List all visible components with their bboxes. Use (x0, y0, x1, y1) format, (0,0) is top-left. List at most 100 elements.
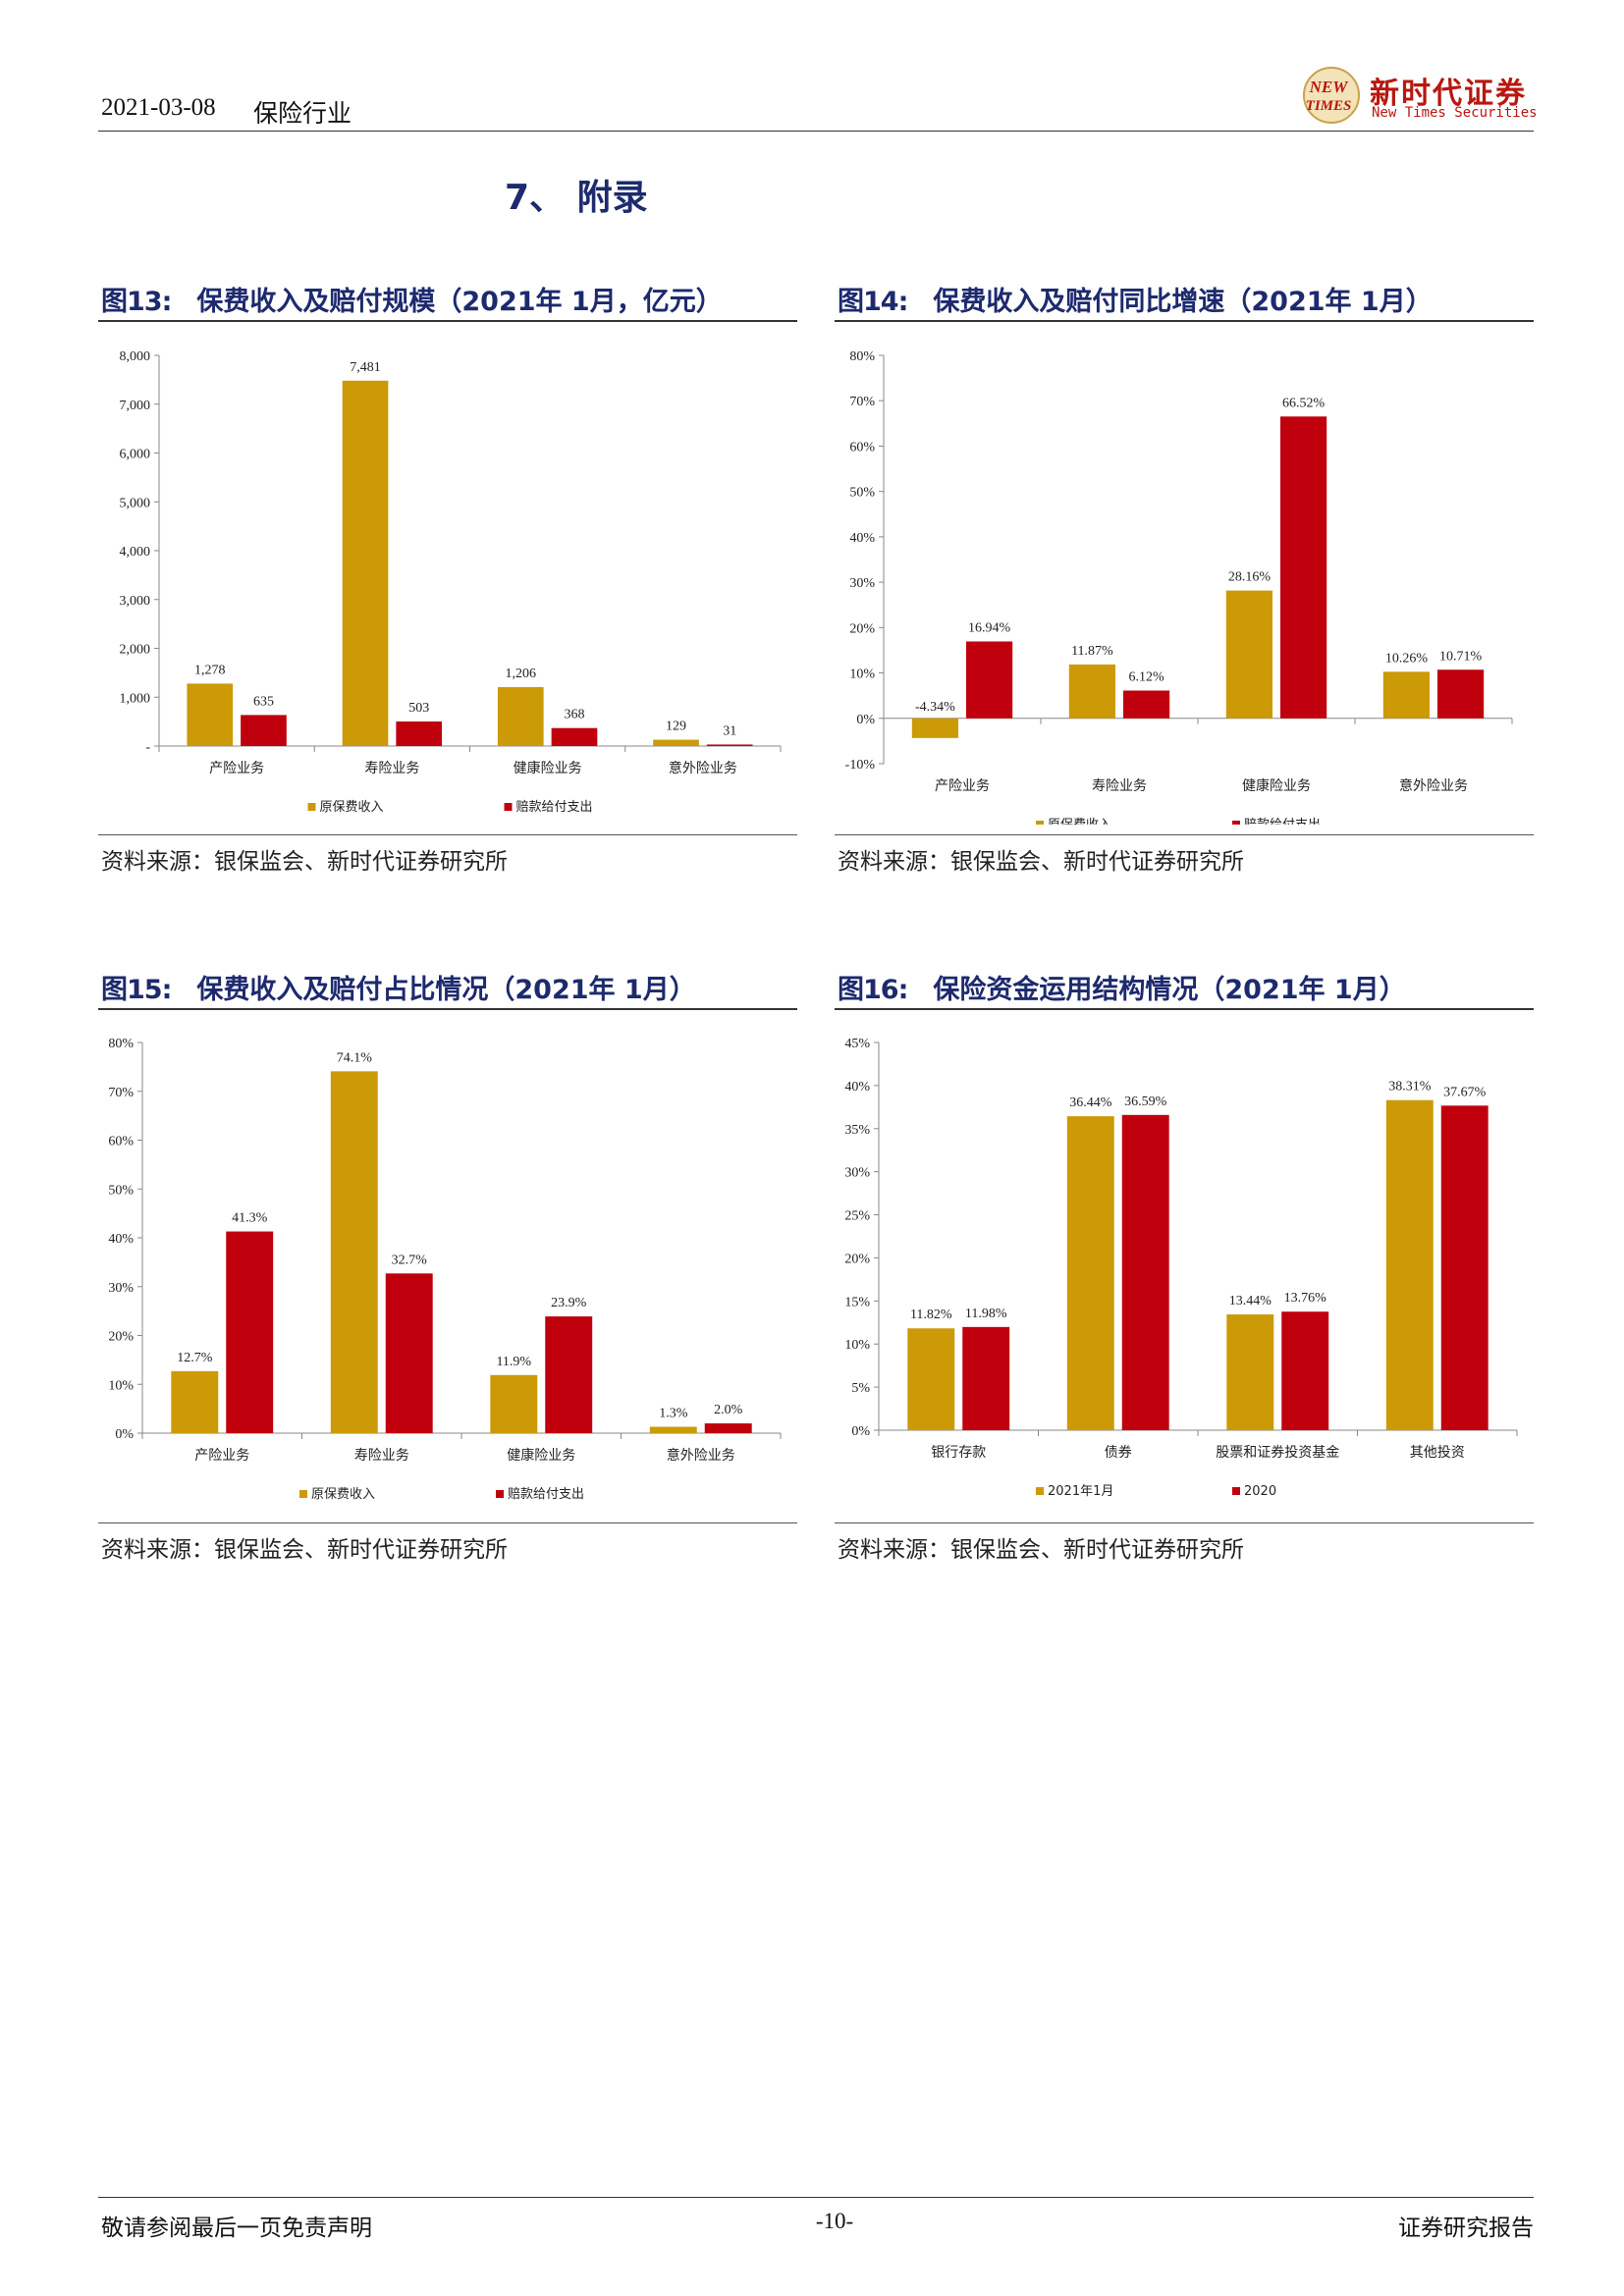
figure-15-chart: 0% 10% 20% 30% 40% 50% 60% 70% 80% 12.7% 41.3% 产险业务… (108, 1037, 782, 1502)
data-label: 74.1% (337, 1050, 373, 1065)
data-label: 1.3% (659, 1407, 688, 1421)
legend-label: 2020 (1244, 1484, 1276, 1499)
figure-16-caption: 保险资金运用结构情况（2021年 1月） (933, 975, 1406, 1005)
y-tick-label: 60% (849, 440, 875, 454)
bar-series-1 (497, 687, 544, 746)
legend-label: 原保费收入 (311, 1487, 375, 1502)
data-label: -4.34% (915, 700, 955, 715)
bar-series-1 (911, 718, 958, 738)
legend-swatch (504, 803, 513, 811)
bar-series-2 (1123, 690, 1170, 719)
disclaimer-note: 敬请参阅最后一页免责声明 (101, 2216, 372, 2241)
bar-series-1 (1382, 671, 1430, 719)
bar-series-2 (1121, 1114, 1169, 1430)
legend-label: 原保费收入 (1048, 818, 1111, 825)
legend-label: 2021年1月 (1048, 1484, 1113, 1499)
bar-series-1 (187, 683, 234, 746)
figure-13-bottom-rule (98, 834, 797, 835)
figure-15-top-rule (98, 1008, 797, 1010)
category-label: 产险业务 (935, 778, 990, 794)
y-tick-label: - (145, 740, 150, 755)
bar-series-1 (1225, 590, 1272, 719)
data-label: 368 (564, 708, 584, 722)
legend-label: 赔款给付支出 (516, 800, 593, 815)
data-label: 41.3% (232, 1211, 268, 1226)
legend-label: 原保费收入 (320, 800, 384, 815)
legend-swatch (1232, 821, 1240, 825)
data-label: 13.76% (1284, 1291, 1327, 1306)
industry-label: 保险行业 (253, 99, 352, 128)
bar-series-2 (1280, 416, 1327, 719)
legend-swatch (1232, 1487, 1240, 1495)
report-type: 证券研究报告 (1398, 2216, 1534, 2241)
brand-name-cn: 新时代证券 (1370, 77, 1527, 111)
y-tick-label: 60% (108, 1135, 134, 1149)
figure-13-top-rule (98, 320, 797, 322)
figure-16-source: 资料来源：银保监会、新时代证券研究所 (838, 1537, 1244, 1563)
data-label: 28.16% (1228, 570, 1272, 585)
category-label: 产险业务 (194, 1448, 249, 1464)
data-label: 11.87% (1071, 644, 1113, 659)
figure-14-title: 图14: 保费收入及赔付同比增速（2021年 1月） (838, 280, 1433, 318)
category-label: 意外险业务 (1399, 777, 1468, 794)
y-tick-label: 0% (115, 1427, 134, 1442)
bar-series-2 (396, 721, 443, 746)
legend-label: 赔款给付支出 (508, 1487, 584, 1502)
bar-series-1 (1066, 1116, 1114, 1430)
data-label: 36.59% (1124, 1095, 1167, 1109)
data-label: 129 (666, 720, 686, 734)
header-divider (98, 131, 1534, 132)
bar-series-2 (545, 1316, 593, 1433)
y-tick-label: 50% (108, 1183, 134, 1198)
figure-15-bottom-rule (98, 1522, 797, 1523)
figure-13-number: 图13: (101, 287, 172, 317)
figure-14-bottom-rule (835, 834, 1534, 835)
data-label: 11.98% (965, 1307, 1007, 1321)
data-label: 7,481 (350, 360, 381, 375)
figure-14-chart: -10% 0% 10% 20% 30% 40% 50% 60% 70% 80% -4.34% 16.9… (845, 349, 1513, 825)
figure-14-top-rule (835, 320, 1534, 322)
legend-label: 赔款给付支出 (1244, 818, 1321, 825)
data-label: 1,206 (506, 667, 537, 681)
data-label: 37.67% (1443, 1085, 1487, 1099)
report-date: 2021-03-08 (101, 94, 216, 121)
data-label: 36.44% (1069, 1095, 1112, 1110)
logo-text-new: NEW (1309, 78, 1350, 96)
figure-14-source: 资料来源：银保监会、新时代证券研究所 (838, 849, 1244, 875)
figure-15-source: 资料来源：银保监会、新时代证券研究所 (101, 1537, 508, 1563)
figure-16-chart: 0% 5% 10% 15% 20% 25% 30% 35% 40% 45% 11.82% 11.98%… (844, 1037, 1518, 1499)
data-label: 66.52% (1282, 396, 1326, 410)
legend-swatch (1036, 821, 1044, 825)
figure-16-bottom-rule (835, 1522, 1534, 1523)
bar-series-2 (226, 1231, 274, 1433)
y-tick-label: 35% (844, 1123, 870, 1138)
bar-series-1 (653, 739, 699, 746)
brand-name-en: New Times Securities (1372, 105, 1538, 121)
y-tick-label: 70% (108, 1086, 134, 1100)
data-label: 23.9% (551, 1296, 587, 1310)
y-tick-label: 10% (849, 667, 875, 682)
category-label: 其他投资 (1410, 1445, 1465, 1461)
category-label: 健康险业务 (507, 1447, 575, 1464)
category-label: 寿险业务 (1092, 777, 1147, 794)
y-tick-label: -10% (845, 758, 876, 773)
bar-series-2 (962, 1326, 1010, 1430)
footer-divider (98, 2197, 1534, 2198)
figure-13-title: 图13: 保费收入及赔付规模（2021年 1月，亿元） (101, 280, 723, 318)
y-tick-label: 80% (849, 349, 875, 364)
y-tick-label: 40% (844, 1080, 870, 1095)
bar-series-1 (330, 1071, 378, 1433)
bar-series-1 (1385, 1099, 1434, 1430)
legend-swatch (496, 1490, 504, 1498)
figure-16-title: 图16: 保险资金运用结构情况（2021年 1月） (838, 968, 1406, 1006)
data-label: 503 (408, 701, 429, 716)
data-label: 1,278 (194, 663, 226, 677)
category-label: 意外险业务 (667, 1447, 735, 1464)
figure-14-number: 图14: (838, 287, 908, 317)
category-label: 寿险业务 (354, 1447, 409, 1464)
y-tick-label: 50% (849, 486, 875, 501)
bar-series-1 (342, 380, 389, 746)
data-label: 11.9% (496, 1355, 531, 1369)
figure-15-caption: 保费收入及赔付占比情况（2021年 1月） (196, 975, 696, 1005)
y-tick-label: 10% (108, 1378, 134, 1393)
